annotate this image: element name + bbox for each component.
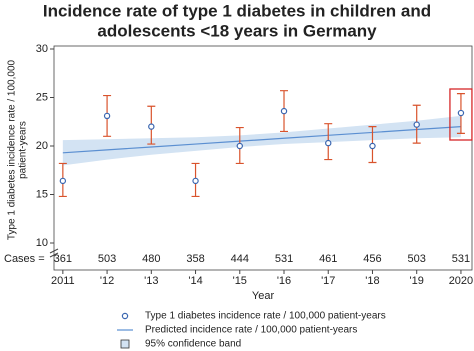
legend-marker (120, 339, 130, 349)
cases-value: 358 (186, 253, 204, 265)
x-tick-label: '19 (410, 275, 424, 287)
x-tick-label: 2020 (449, 275, 473, 287)
x-tick-label: '12 (100, 275, 114, 287)
x-tick-label: '14 (188, 275, 202, 287)
data-point (325, 139, 332, 147)
y-tick-label: 15 (36, 188, 48, 200)
cases-value: 480 (142, 253, 160, 265)
axis-break (49, 248, 59, 254)
legend-label: 95% confidence band (145, 339, 241, 350)
data-point (280, 107, 288, 115)
y-tick-label: 10 (36, 237, 48, 249)
cases-value: 503 (408, 253, 426, 265)
cases-value: 456 (363, 253, 381, 265)
data-point (413, 121, 420, 128)
legend-label: Predicted incidence rate / 100,000 patie… (145, 325, 357, 336)
cases-value: 444 (231, 253, 249, 265)
cases-value: 531 (275, 253, 293, 265)
y-tick-label: 30 (36, 43, 48, 55)
predicted-line (62, 126, 461, 154)
data-point (192, 177, 199, 185)
data-point (457, 109, 465, 117)
x-tick-label: '16 (277, 275, 291, 287)
chart-title: Incidence rate of type 1 diabetes in chi… (43, 1, 431, 20)
x-tick-label: '18 (365, 275, 379, 287)
data-point (103, 112, 111, 120)
y-tick-label: 25 (36, 91, 48, 103)
data-point (236, 142, 243, 150)
x-tick-label: '15 (233, 275, 247, 287)
data-point (59, 177, 67, 185)
data-point (148, 123, 155, 130)
x-tick-label: '17 (321, 275, 335, 287)
cases-value: 503 (98, 253, 116, 265)
y-axis-label-line: Type 1 diabetes incidence rate / 100,000 (7, 60, 18, 241)
y-tick-label: 20 (36, 140, 48, 152)
cases-value: 461 (319, 253, 337, 265)
legend-marker (121, 312, 129, 320)
cases-label: Cases = (4, 253, 45, 265)
data-point (369, 142, 376, 150)
axis-break (49, 252, 59, 258)
y-axis-label: Type 1 diabetes incidence rate / 100,000… (7, 60, 29, 241)
highlight-box (449, 88, 473, 141)
plot-frame (53, 45, 473, 271)
cases-value: 531 (452, 253, 470, 265)
x-tick-label: '13 (144, 275, 158, 287)
x-axis-label: Year (252, 290, 275, 302)
y-axis-label-line: patient-years (18, 121, 29, 179)
cases-value: 361 (54, 253, 72, 265)
legend-label: Type 1 diabetes incidence rate / 100,000… (145, 311, 386, 322)
chart-title: adolescents <18 years in Germany (97, 21, 377, 40)
x-tick-label: 2011 (51, 275, 75, 287)
confidence-band (62, 115, 461, 166)
